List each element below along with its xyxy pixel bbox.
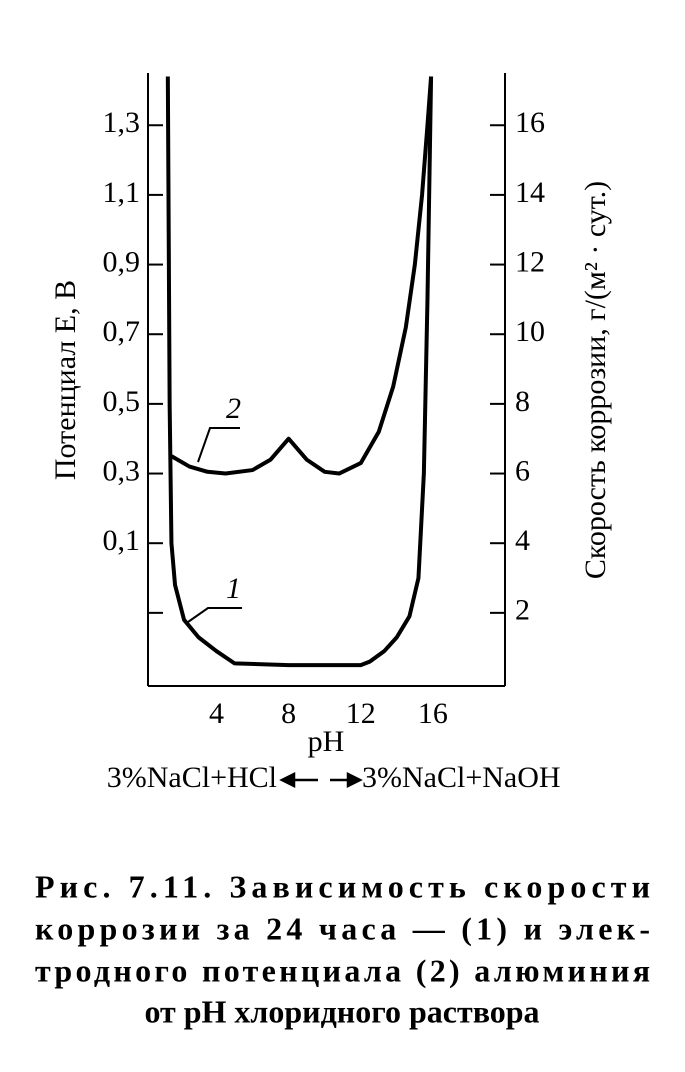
caption-line: коррозии за 24 часа — (1) и элек- [35,910,650,946]
acid-label: 3%NaCl+HCl [107,761,277,794]
alkaline-label: 3%NaCl+NaOH [362,761,561,794]
caption-line: тродного потенциала (2) алюминия [35,952,650,988]
x-axis-label: pH [308,725,345,758]
x-tick-label: 12 [346,697,376,730]
series-line [170,76,434,476]
y-tick-label: 0,3 [103,454,141,487]
y2-tick-label: 10 [515,315,545,348]
x-tick-label: 8 [281,697,296,730]
y-tick-label: 1,1 [103,176,141,209]
y-tick-label: 0,5 [103,385,141,418]
series-label: 2 [226,392,241,425]
y-tick-label: 1,3 [103,106,141,139]
y-axis-label: Потенциал E, В [49,280,82,480]
y-tick-label: 0,7 [103,315,141,348]
y2-tick-label: 16 [515,106,545,139]
y2-tick-label: 6 [515,454,530,487]
y2-axis-label: Скорость коррозии, г/(м² · сут.) [579,181,612,579]
x-tick-label: 4 [209,697,224,730]
x-tick-label: 16 [418,697,448,730]
leader-line [187,607,242,623]
series-label: 1 [226,572,241,605]
y2-tick-label: 12 [515,245,545,278]
y2-tick-label: 8 [515,385,530,418]
y-tick-label: 0,1 [103,524,141,557]
arrows [279,771,363,789]
leader-line [197,427,240,463]
y-tick-label: 0,9 [103,245,141,278]
caption-line: от pH хлоридного раствора [144,993,539,1029]
series-line [165,76,434,668]
y2-tick-label: 2 [515,594,530,627]
caption-line: Рис. 7.11. Зависимость скорости [35,868,650,904]
y2-tick-label: 4 [515,524,530,557]
y2-tick-label: 14 [515,176,545,209]
